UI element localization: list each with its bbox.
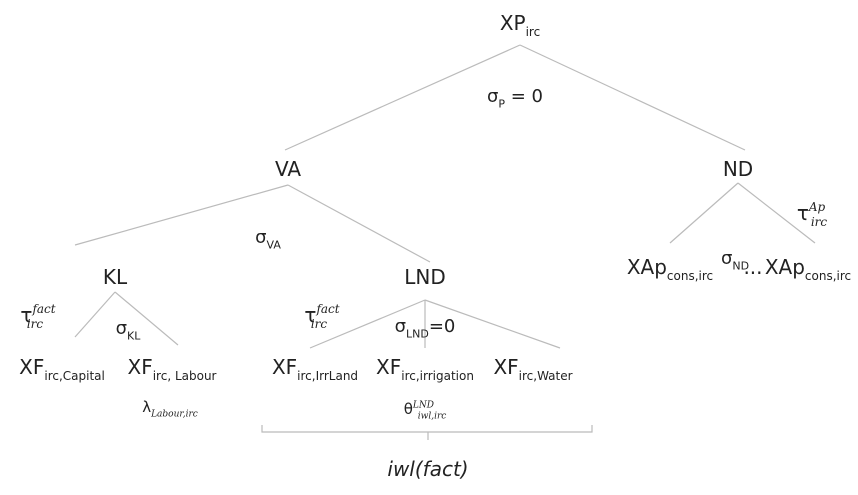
edge bbox=[669, 182, 739, 244]
node-label-sub: irc,Water bbox=[519, 369, 573, 383]
annotation-sub: irc bbox=[27, 317, 44, 331]
node-label: VA bbox=[275, 157, 301, 181]
annotation-sub: KL bbox=[127, 329, 141, 342]
tree-lines bbox=[74, 44, 816, 440]
node-label-sub: irc,irrigation bbox=[401, 369, 474, 383]
annotation-base: σ bbox=[395, 316, 406, 337]
annotation-sup: Ap bbox=[808, 200, 826, 214]
node-label-base: ND bbox=[723, 157, 753, 181]
annotation: σP = 0 bbox=[487, 86, 543, 110]
annotation-sup: LND bbox=[412, 400, 434, 410]
annotation-base: σ bbox=[255, 227, 266, 248]
annotation-base: τ bbox=[304, 303, 316, 327]
annotation-sub: Labour,irc bbox=[150, 410, 198, 420]
annotation-suffix: =0 bbox=[429, 316, 456, 337]
annotation-base: λ bbox=[142, 398, 151, 416]
node-label-base: XF bbox=[19, 355, 44, 379]
annotation-base: θ bbox=[404, 400, 413, 418]
annotation-sub: iwl,irc bbox=[418, 412, 447, 422]
node-label-base: XAp bbox=[627, 255, 667, 279]
node-label-base: XF bbox=[272, 355, 297, 379]
annotation-sub: irc bbox=[311, 317, 328, 331]
annotation: σLND=0 bbox=[395, 316, 456, 340]
annotation-sub: LND bbox=[406, 327, 429, 340]
annotation-base: τ bbox=[20, 303, 32, 327]
annotation-sub: VA bbox=[267, 238, 282, 251]
edge bbox=[74, 291, 116, 338]
node-label-base: XP bbox=[500, 11, 526, 35]
edge bbox=[114, 291, 179, 346]
node-label-base: LND bbox=[404, 265, 446, 289]
node-label-sub: irc, Labour bbox=[153, 369, 217, 383]
annotation: σND bbox=[721, 248, 749, 272]
annotation-base: σ bbox=[487, 86, 498, 107]
node-label-base: XF bbox=[493, 355, 518, 379]
node-label-sub: cons,irc bbox=[805, 269, 851, 283]
edge bbox=[287, 184, 431, 263]
node-label: XApcons,irc bbox=[765, 255, 851, 283]
node-label: XFirc,Water bbox=[493, 355, 572, 383]
node-label-sub: irc,Capital bbox=[44, 369, 105, 383]
node-label: LND bbox=[404, 265, 446, 289]
node-label-sub: irc,IrrLand bbox=[297, 369, 358, 383]
node-label: ND bbox=[723, 157, 753, 181]
annotation: θLND iwl,irc bbox=[404, 400, 447, 422]
annotation: τfact irc bbox=[20, 302, 55, 331]
annotation-base: σ bbox=[721, 248, 732, 269]
node-label-base: VA bbox=[275, 157, 301, 181]
node-label-base: XAp bbox=[765, 255, 805, 279]
node-label-sub: cons,irc bbox=[667, 269, 713, 283]
edge bbox=[74, 184, 289, 246]
node-label: ... bbox=[743, 255, 762, 279]
annotation: σVA bbox=[255, 227, 281, 251]
edge bbox=[519, 44, 746, 151]
node-label-base: XF bbox=[376, 355, 401, 379]
node-label-base: ... bbox=[743, 255, 762, 279]
brace-label: iwl(fact) bbox=[387, 457, 468, 481]
edge bbox=[424, 299, 561, 349]
node-label: XFirc,Capital bbox=[19, 355, 105, 383]
node-label-base: KL bbox=[103, 265, 128, 289]
annotation-base: τ bbox=[797, 201, 809, 225]
node-label: XApcons,irc bbox=[627, 255, 713, 283]
annotation: λLabour,irc bbox=[142, 398, 198, 420]
annotation-suffix: = 0 bbox=[505, 86, 543, 107]
node-label-base: XF bbox=[128, 355, 153, 379]
annotation: σKL bbox=[116, 318, 142, 342]
node-label: XFirc,irrigation bbox=[376, 355, 474, 383]
annotation-sub: irc bbox=[811, 215, 828, 229]
edge bbox=[309, 299, 426, 349]
annotation-sub: ND bbox=[732, 259, 749, 272]
node-label: KL bbox=[103, 265, 128, 289]
node-label: XFirc,IrrLand bbox=[272, 355, 358, 383]
edge bbox=[737, 182, 816, 244]
brace bbox=[261, 425, 593, 440]
annotation-sup: fact bbox=[315, 302, 339, 316]
annotation-sup: fact bbox=[31, 302, 55, 316]
node-label-sub: irc bbox=[526, 25, 541, 39]
annotation: τAp irc bbox=[797, 200, 828, 229]
node-label: XPirc bbox=[500, 11, 540, 39]
node-label: XFirc, Labour bbox=[128, 355, 217, 383]
annotation-sub: P bbox=[498, 97, 505, 110]
annotation: τfact irc bbox=[304, 302, 339, 331]
edge bbox=[284, 44, 521, 151]
annotation-base: σ bbox=[116, 318, 127, 339]
